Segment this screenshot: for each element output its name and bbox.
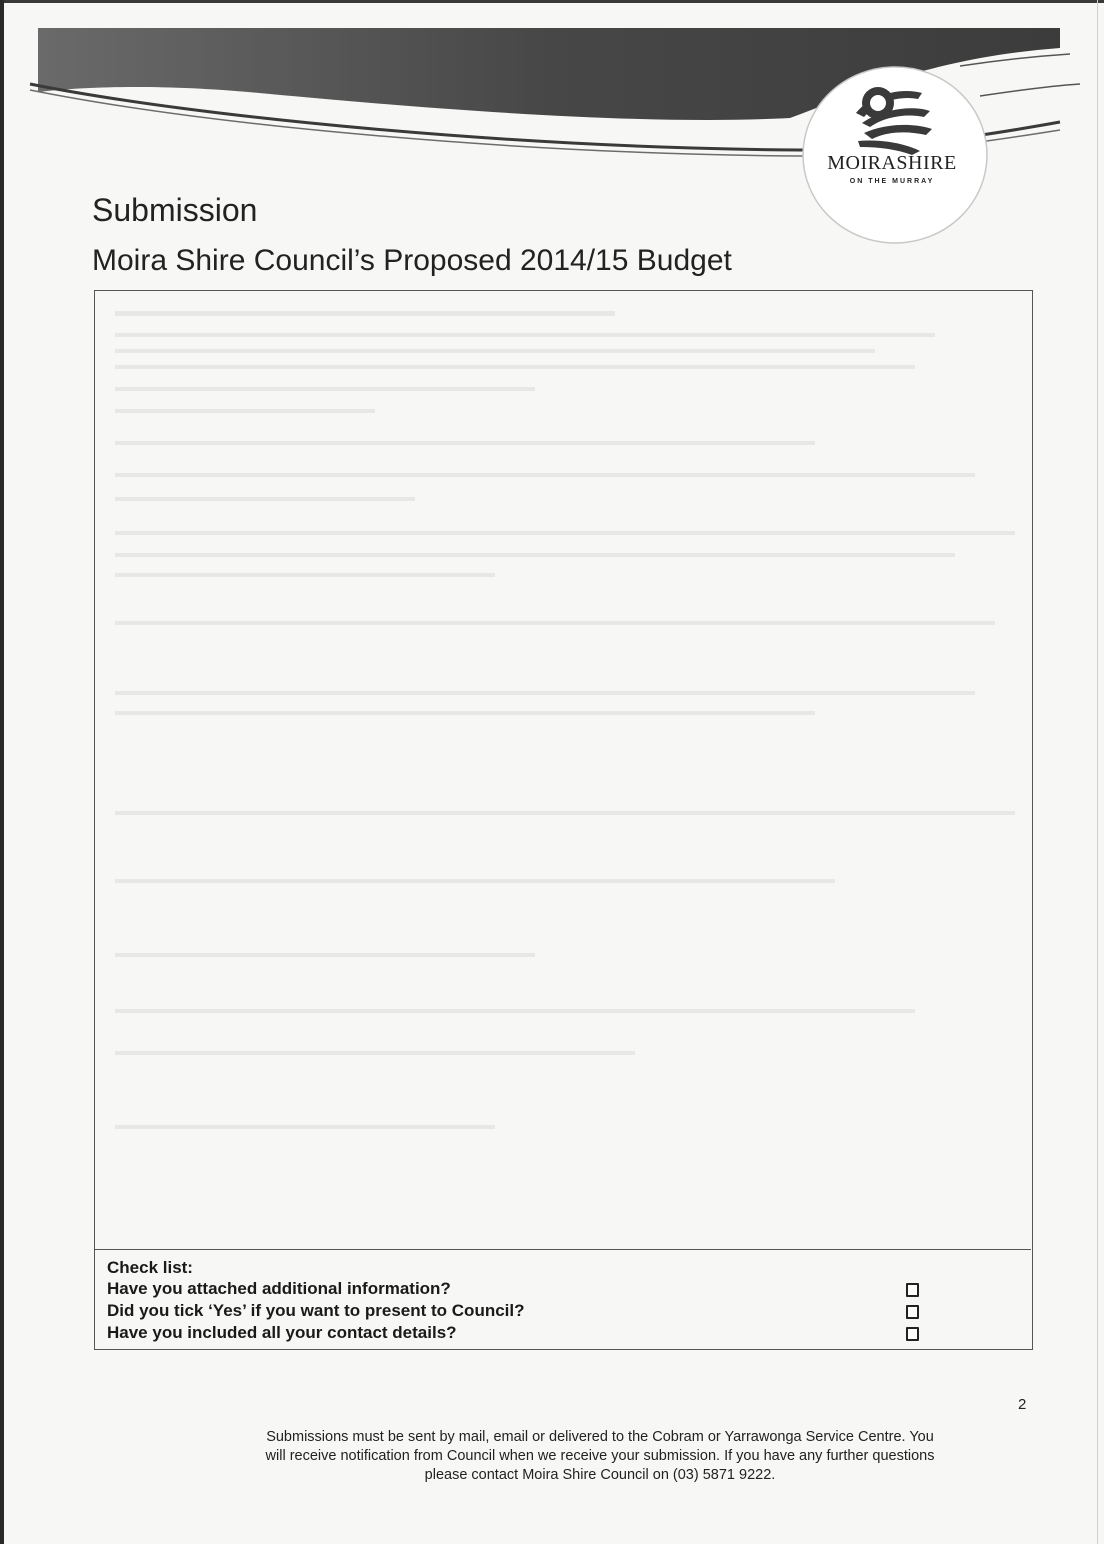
logo-tagline: ON THE MURRAY [849,178,935,185]
check-item-label: Have you attached additional information… [107,1279,451,1298]
check-item-contact-details: Have you included all your contact detai… [107,1322,1017,1344]
moira-shire-logo [802,66,988,244]
page-edge-right [1097,0,1098,1544]
page-number: 2 [1018,1396,1027,1413]
footer-note: Submissions must be sent by mail, email … [170,1428,1030,1485]
page-edge-left [0,0,4,1544]
footer-line-1: Submissions must be sent by mail, email … [266,1429,934,1445]
footer-line-2: will receive notification from Council w… [265,1448,935,1464]
check-item-attached-info: Have you attached additional information… [107,1278,1017,1300]
page-edge-top [0,0,1104,3]
logo-name: MOIRASHIRE [827,152,957,174]
box-divider [95,1249,1031,1250]
faint-show-through-text [115,311,1015,1129]
page-subtitle: Moira Shire Council’s Proposed 2014/15 B… [92,244,732,277]
check-item-label: Did you tick ‘Yes’ if you want to presen… [107,1301,525,1320]
check-list: Check list: Have you attached additional… [107,1257,1017,1344]
page-title: Submission [92,192,258,228]
check-list-heading: Check list: [107,1258,193,1277]
footer-line-3: please contact Moira Shire Council on (0… [424,1467,776,1483]
submission-box: Check list: Have you attached additional… [94,290,1033,1350]
checkbox-contact-details[interactable] [906,1327,919,1341]
submission-text-area[interactable] [95,291,1031,1249]
checkbox-present-to-council[interactable] [906,1305,919,1319]
checkbox-attached-info[interactable] [906,1283,919,1297]
check-item-label: Have you included all your contact detai… [107,1323,457,1342]
check-item-present-to-council: Did you tick ‘Yes’ if you want to presen… [107,1300,1017,1322]
